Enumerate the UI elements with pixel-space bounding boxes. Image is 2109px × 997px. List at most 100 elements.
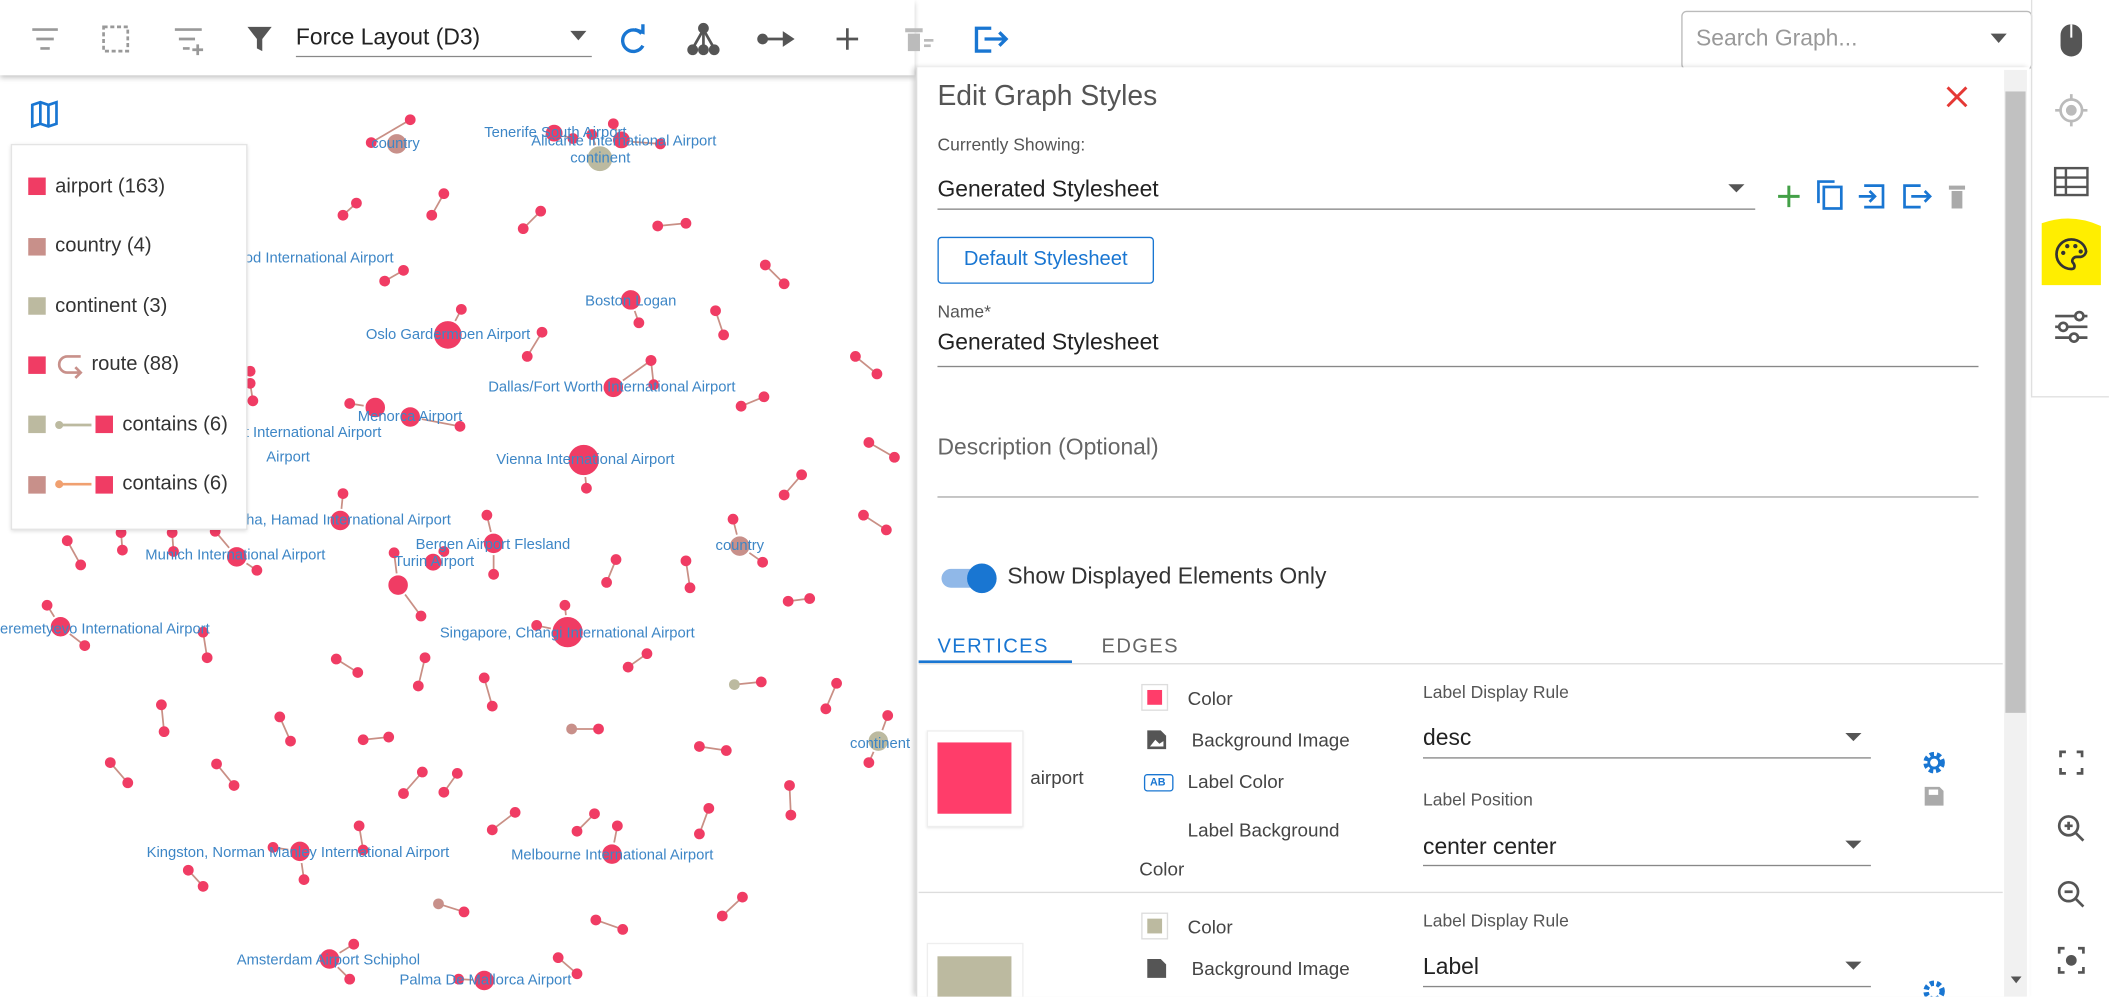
node[interactable]: [882, 710, 894, 721]
node[interactable]: [453, 973, 465, 985]
node[interactable]: [298, 874, 310, 886]
node[interactable]: [317, 947, 342, 971]
node[interactable]: [455, 303, 467, 315]
node[interactable]: [559, 599, 571, 611]
node[interactable]: [757, 556, 768, 568]
node[interactable]: [454, 420, 466, 432]
node[interactable]: [758, 391, 770, 403]
node[interactable]: [645, 355, 657, 366]
node[interactable]: [158, 726, 170, 738]
filter-icon[interactable]: [32, 28, 58, 50]
node[interactable]: [586, 129, 598, 140]
node[interactable]: [337, 209, 349, 221]
node[interactable]: [680, 217, 692, 229]
node[interactable]: [863, 757, 875, 768]
sliders-icon[interactable]: [2055, 310, 2088, 343]
node[interactable]: [571, 968, 583, 980]
node[interactable]: [419, 652, 431, 664]
node[interactable]: [601, 375, 626, 400]
palette-icon[interactable]: [2055, 238, 2088, 271]
node[interactable]: [288, 839, 312, 864]
search-arrow[interactable]: [1988, 30, 2010, 46]
node[interactable]: [285, 735, 296, 747]
tab[interactable]: VERTICES: [937, 634, 1049, 658]
position-select[interactable]: center center: [1423, 833, 1557, 860]
node[interactable]: [866, 729, 891, 753]
node[interactable]: [850, 351, 861, 362]
node[interactable]: [543, 122, 565, 144]
node[interactable]: [611, 820, 623, 832]
zoom-in-icon[interactable]: [2057, 815, 2085, 842]
node[interactable]: [357, 734, 369, 746]
dropdown-arrow[interactable]: [1727, 182, 1746, 195]
dropdown-arrow[interactable]: [1844, 730, 1863, 743]
default-button[interactable]: [937, 236, 1155, 284]
node[interactable]: [61, 535, 73, 547]
node[interactable]: [182, 864, 194, 876]
export-icon[interactable]: [974, 26, 1009, 53]
node[interactable]: [796, 469, 807, 481]
default-button-label[interactable]: Default Stylesheet: [963, 247, 1128, 271]
zoom-out-icon[interactable]: [2057, 880, 2085, 908]
node[interactable]: [404, 114, 416, 126]
node[interactable]: [472, 968, 496, 993]
layout-select[interactable]: Force Layout (D3): [295, 24, 481, 50]
table-icon[interactable]: [2053, 166, 2089, 197]
node[interactable]: [633, 317, 645, 329]
node[interactable]: [357, 844, 369, 856]
node[interactable]: [804, 593, 816, 604]
node[interactable]: [386, 573, 410, 597]
node[interactable]: [863, 437, 875, 448]
node[interactable]: [197, 626, 209, 638]
node[interactable]: [590, 914, 602, 926]
node[interactable]: [432, 319, 464, 351]
node[interactable]: [426, 209, 438, 221]
node[interactable]: [115, 527, 127, 538]
node[interactable]: [610, 129, 632, 151]
stylesheet-select[interactable]: Generated Stylesheet: [937, 176, 1159, 202]
node[interactable]: [398, 264, 409, 276]
node[interactable]: [438, 188, 450, 200]
toggle[interactable]: [936, 560, 1003, 598]
node[interactable]: [648, 379, 660, 391]
add-filter-icon[interactable]: [174, 28, 204, 56]
node[interactable]: [122, 777, 134, 789]
node[interactable]: [330, 653, 342, 665]
node[interactable]: [619, 288, 643, 312]
mouse-icon[interactable]: [2060, 24, 2083, 57]
refresh-icon[interactable]: [621, 24, 645, 54]
node[interactable]: [536, 326, 548, 338]
node[interactable]: [759, 259, 771, 271]
node[interactable]: [438, 786, 450, 798]
node[interactable]: [478, 672, 490, 684]
node[interactable]: [727, 513, 739, 525]
tab[interactable]: EDGES: [1101, 634, 1179, 658]
node[interactable]: [486, 824, 498, 836]
node[interactable]: [344, 973, 356, 985]
node[interactable]: [348, 938, 360, 950]
node[interactable]: [458, 906, 470, 918]
node[interactable]: [117, 544, 128, 556]
focus-icon[interactable]: [2057, 946, 2085, 974]
node[interactable]: [831, 677, 842, 689]
tree-icon[interactable]: [687, 22, 720, 56]
node[interactable]: [581, 482, 592, 494]
node[interactable]: [889, 451, 900, 463]
node[interactable]: [617, 924, 629, 935]
node[interactable]: [344, 398, 356, 409]
node[interactable]: [728, 679, 740, 690]
node[interactable]: [550, 615, 585, 650]
funnel-icon[interactable]: [247, 26, 272, 52]
node[interactable]: [784, 780, 795, 791]
node[interactable]: [880, 524, 892, 536]
node[interactable]: [388, 547, 400, 559]
node[interactable]: [352, 667, 364, 678]
node[interactable]: [328, 508, 353, 533]
display-rule-select[interactable]: desc: [1423, 724, 1472, 751]
node[interactable]: [166, 527, 178, 538]
node[interactable]: [720, 745, 732, 756]
node[interactable]: [755, 676, 767, 688]
image-icon[interactable]: [1147, 958, 1167, 978]
node[interactable]: [610, 554, 622, 565]
node[interactable]: [267, 841, 279, 853]
